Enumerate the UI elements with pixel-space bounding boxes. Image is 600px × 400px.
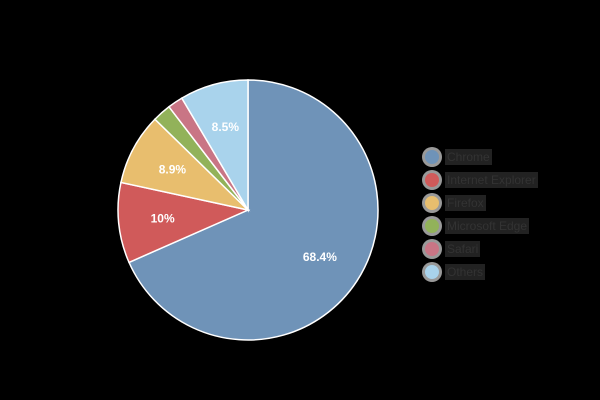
legend-item[interactable]: Firefox: [425, 191, 538, 214]
legend-swatch: [425, 264, 439, 279]
legend-label: Safari: [445, 240, 481, 257]
legend-label: Internet Explorer: [445, 171, 538, 188]
legend-label: Others: [445, 263, 486, 280]
legend-item[interactable]: Chrome: [425, 145, 538, 168]
legend-item[interactable]: Others: [425, 260, 538, 283]
legend-label: Microsoft Edge: [445, 217, 530, 234]
pie-slice[interactable]: [180, 79, 249, 213]
slice-label: 8.9%: [159, 162, 187, 176]
legend-item[interactable]: Safari: [425, 237, 538, 260]
legend-item[interactable]: Microsoft Edge: [425, 214, 538, 237]
legend-swatch: [425, 172, 439, 187]
slice-label: 8.5%: [212, 120, 240, 134]
legend-item[interactable]: Internet Explorer: [425, 168, 538, 191]
legend-label: Firefox: [445, 194, 486, 211]
legend-swatch: [425, 241, 439, 256]
pie-slice[interactable]: [117, 181, 251, 264]
legend-swatch: [425, 195, 439, 210]
pie-slice[interactable]: [128, 79, 379, 341]
legend: Chrome Internet Explorer Firefox Microsoft …: [425, 145, 538, 283]
legend-swatch: [425, 218, 439, 233]
legend-label: Chrome: [445, 148, 492, 165]
legend-swatch: [425, 149, 439, 164]
slice-label: 68.4%: [303, 250, 337, 264]
slice-label: 10%: [151, 212, 175, 226]
